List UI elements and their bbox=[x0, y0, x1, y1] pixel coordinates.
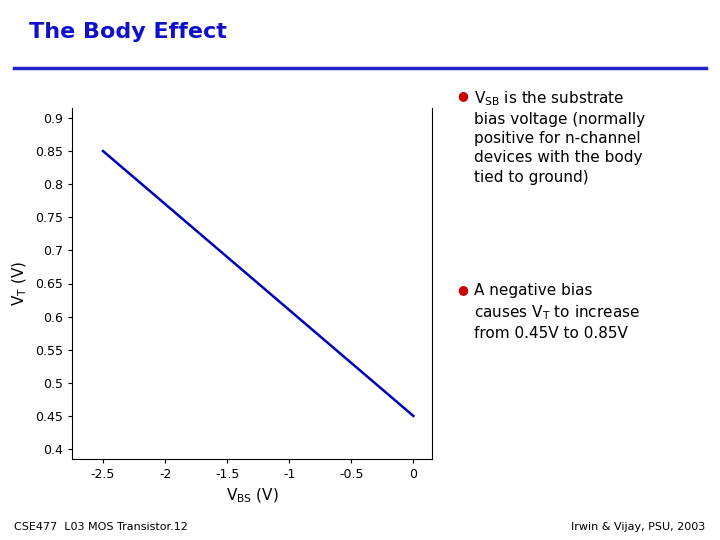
Text: Irwin & Vijay, PSU, 2003: Irwin & Vijay, PSU, 2003 bbox=[572, 522, 706, 532]
Text: A negative bias
causes V$_\mathrm{T}$ to increase
from 0.45V to 0.85V: A negative bias causes V$_\mathrm{T}$ to… bbox=[474, 284, 639, 341]
Text: ●: ● bbox=[457, 89, 468, 102]
Text: CSE477  L03 MOS Transistor.12: CSE477 L03 MOS Transistor.12 bbox=[14, 522, 188, 532]
Y-axis label: V$_\mathrm{T}$ (V): V$_\mathrm{T}$ (V) bbox=[11, 261, 30, 306]
Text: V$_\mathrm{SB}$ is the substrate
bias voltage (normally
positive for n-channel
d: V$_\mathrm{SB}$ is the substrate bias vo… bbox=[474, 89, 645, 185]
Text: The Body Effect: The Body Effect bbox=[29, 22, 227, 42]
Text: ●: ● bbox=[457, 284, 468, 296]
X-axis label: V$_\mathrm{BS}$ (V): V$_\mathrm{BS}$ (V) bbox=[225, 487, 279, 505]
